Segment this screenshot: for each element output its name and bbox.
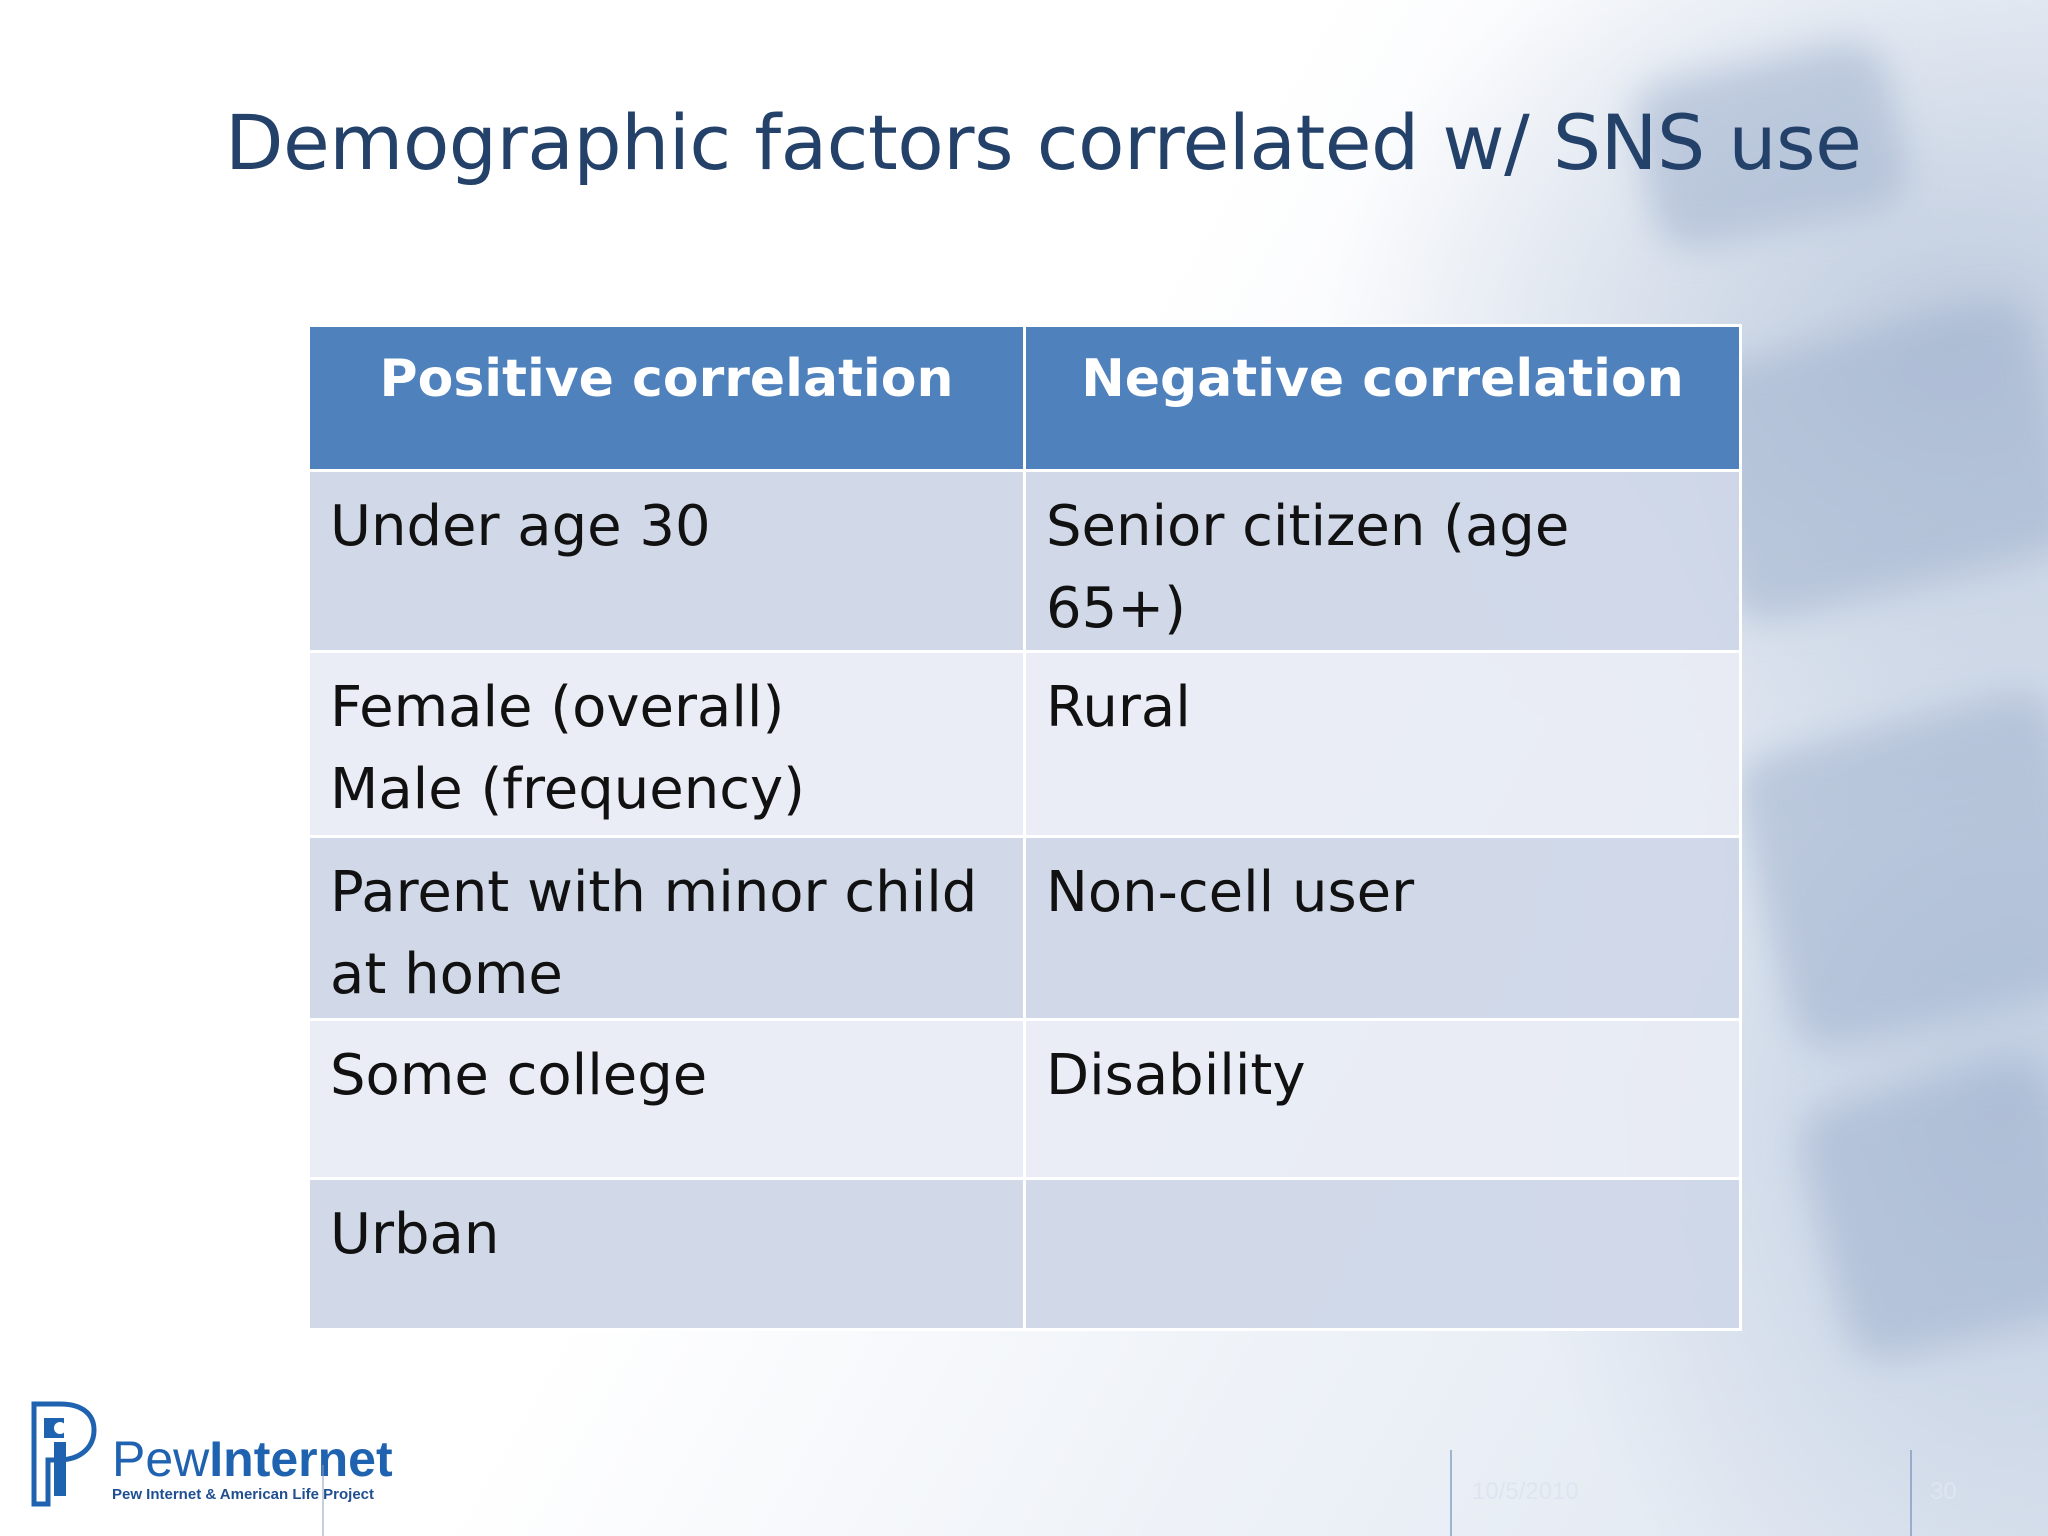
- header-negative-correlation: Negative correlation: [1023, 324, 1742, 472]
- cell-text: Parent with minor child at home: [330, 860, 978, 1007]
- table-row: Parent with minor child at home Non-cell…: [307, 835, 1742, 1021]
- positive-cell: Female (overall) Male (frequency): [307, 650, 1026, 838]
- table-row: Under age 30 Senior citizen (age 65+): [307, 469, 1742, 653]
- logo-wordmark: PewInternet: [112, 1430, 393, 1488]
- positive-cell: Under age 30: [307, 469, 1026, 653]
- logo-word-internet: Internet: [209, 1431, 393, 1487]
- positive-cell: Urban: [307, 1177, 1026, 1331]
- positive-cell: Some college: [307, 1018, 1026, 1180]
- negative-cell: Rural: [1023, 650, 1742, 838]
- cell-text: Female (overall) Male (frequency): [330, 675, 806, 822]
- header-positive-correlation: Positive correlation: [307, 324, 1026, 472]
- negative-cell: [1023, 1177, 1742, 1331]
- cell-text: Non-cell user: [1046, 860, 1415, 925]
- cell-text: [1026, 1180, 1739, 1194]
- footer-divider: [1910, 1450, 1912, 1536]
- negative-cell: Disability: [1023, 1018, 1742, 1180]
- slide-number: 30: [1930, 1478, 1957, 1505]
- pew-internet-logo: PewInternet Pew Internet & American Life…: [30, 1400, 393, 1510]
- positive-cell: Parent with minor child at home: [307, 835, 1026, 1021]
- pew-logo-icon: [31, 1401, 97, 1507]
- correlation-table: Positive correlation Negative correlatio…: [307, 324, 1742, 1331]
- logo-word-pew: Pew: [112, 1431, 210, 1487]
- logo-subtitle: Pew Internet & American Life Project: [112, 1486, 375, 1503]
- slide-title: Demographic factors correlated w/ SNS us…: [225, 98, 1862, 187]
- background-key-shape: [1728, 684, 2048, 1056]
- cell-text: Senior citizen (age 65+): [1046, 494, 1570, 641]
- cell-text: Disability: [1046, 1043, 1306, 1108]
- cell-text: Urban: [330, 1202, 500, 1267]
- cell-text: Rural: [1046, 675, 1191, 740]
- table-row: Some college Disability: [307, 1018, 1742, 1180]
- footer-date: 10/5/2010: [1472, 1478, 1579, 1505]
- cell-text: Under age 30: [330, 494, 711, 559]
- footer-divider: [1450, 1450, 1452, 1536]
- negative-cell: Senior citizen (age 65+): [1023, 469, 1742, 653]
- table-row: Urban: [307, 1177, 1742, 1331]
- header-label: Positive correlation: [379, 349, 954, 409]
- header-label: Negative correlation: [1081, 349, 1684, 409]
- background-key-shape: [1792, 1052, 2048, 1368]
- footer-divider: [322, 1465, 324, 1536]
- table-row: Female (overall) Male (frequency) Rural: [307, 650, 1742, 838]
- negative-cell: Non-cell user: [1023, 835, 1742, 1021]
- table-header-row: Positive correlation Negative correlatio…: [307, 324, 1742, 472]
- cell-text: Some college: [330, 1043, 708, 1108]
